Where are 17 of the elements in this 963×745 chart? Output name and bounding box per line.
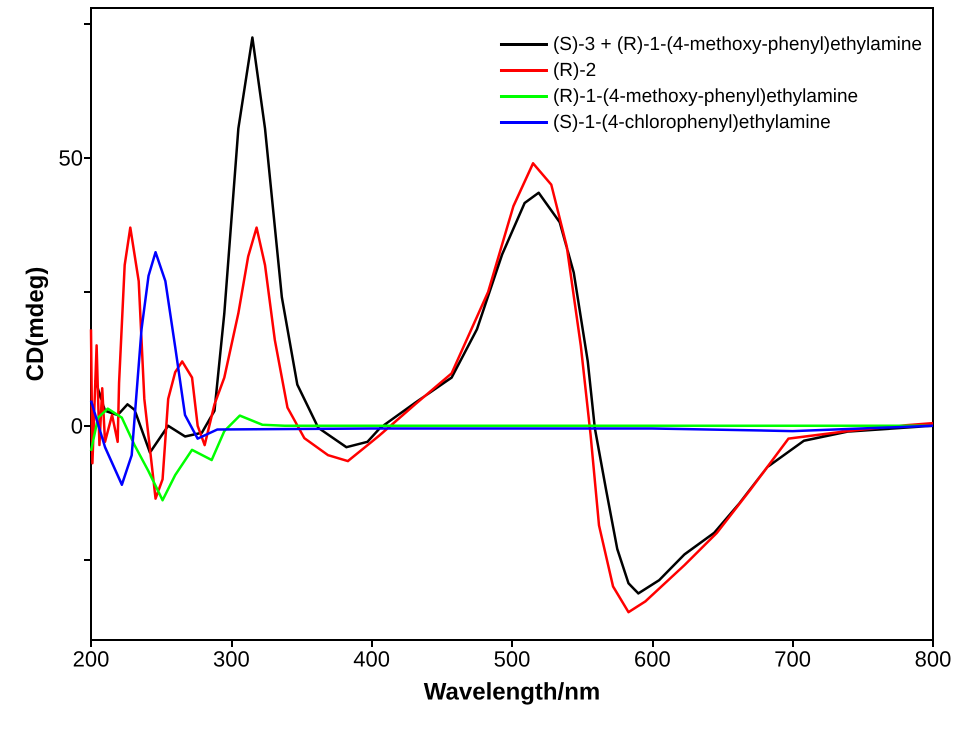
x-axis-title: Wavelength/nm (424, 678, 600, 706)
y-tick-label: 50 (58, 145, 83, 170)
x-tick-label: 600 (634, 646, 671, 672)
legend-label: (R)-1-(4-methoxy-phenyl)ethylamine (552, 86, 858, 107)
line-series (90, 250, 934, 486)
x-tick-label: 700 (774, 646, 812, 672)
x-tick-label: 300 (212, 646, 250, 672)
y-tick-label: 0 (70, 413, 83, 438)
legend-label: (R)-2 (552, 60, 596, 81)
line-series (90, 162, 934, 614)
x-tick-label: 500 (494, 646, 530, 672)
legend-label: (S)-3 + (R)-1-(4-methoxy-phenyl)ethylamine (552, 34, 922, 55)
legend-label: (S)-1-(4-chlorophenyl)ethylamine (552, 112, 831, 133)
x-tick-label: 800 (914, 646, 952, 672)
x-tick-label: 400 (353, 646, 390, 672)
y-axis-title: CD(mdeg) (22, 266, 50, 382)
x-tick-label: 200 (72, 646, 110, 672)
